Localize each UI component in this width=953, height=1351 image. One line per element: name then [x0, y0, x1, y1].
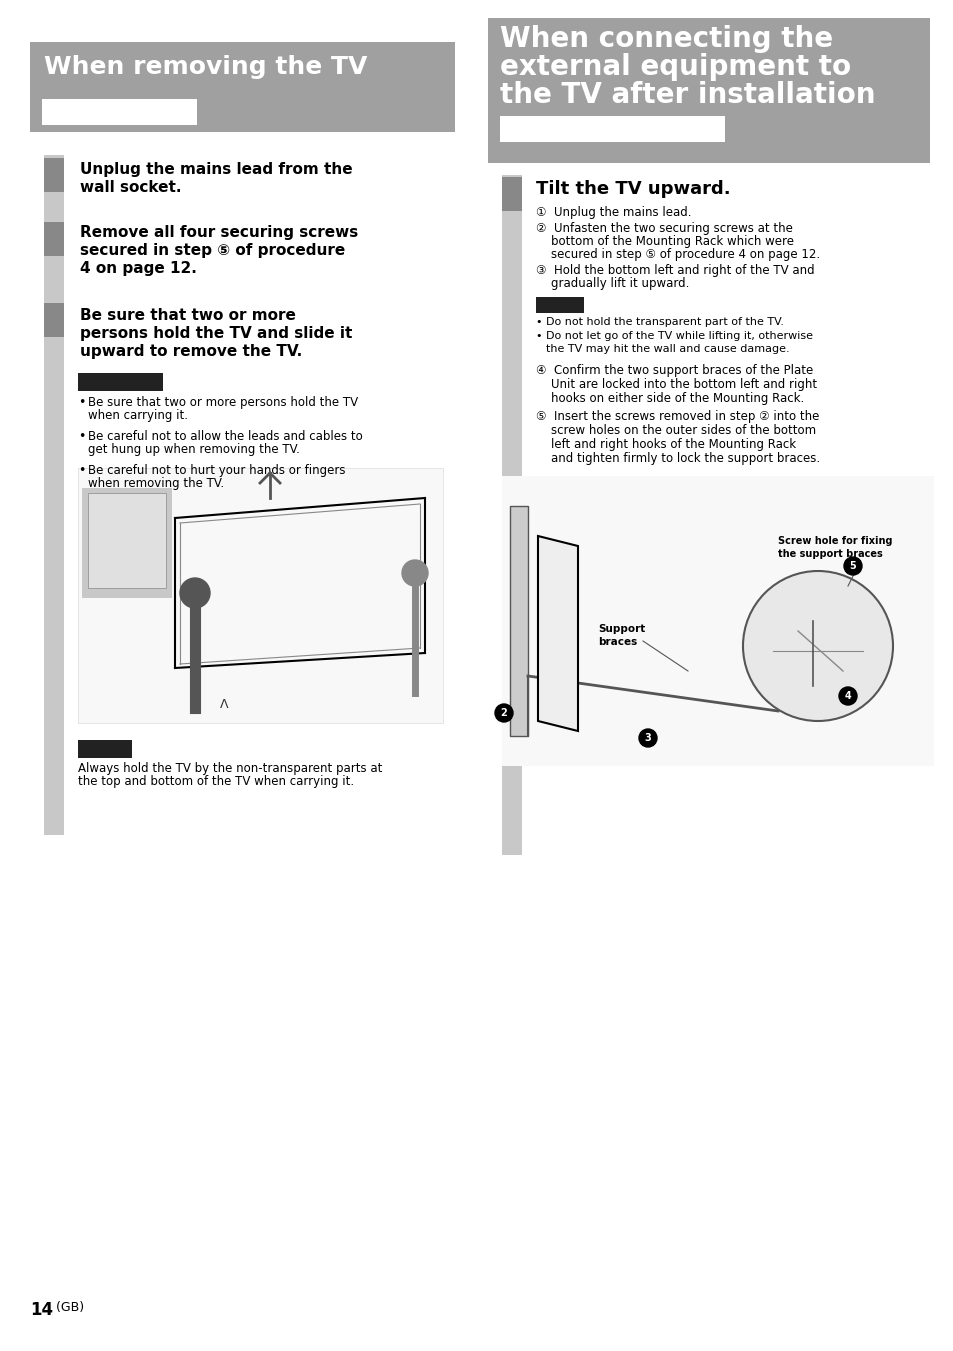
Text: 1: 1: [504, 182, 518, 203]
Text: 3: 3: [47, 308, 61, 328]
Text: •: •: [78, 430, 85, 443]
Text: get hung up when removing the TV.: get hung up when removing the TV.: [88, 443, 299, 457]
Bar: [82, 488, 172, 598]
Text: ④  Confirm the two support braces of the Plate: ④ Confirm the two support braces of the …: [536, 363, 812, 377]
Text: 3: 3: [644, 734, 651, 743]
Text: secured in step ⑤ of procedure 4 on page 12.: secured in step ⑤ of procedure 4 on page…: [536, 249, 820, 261]
Bar: [30, 42, 455, 132]
Text: ②  Unfasten the two securing screws at the: ② Unfasten the two securing screws at th…: [536, 222, 792, 235]
Text: braces: braces: [598, 638, 637, 647]
Text: •: •: [78, 463, 85, 477]
Text: Tilt the TV upward.: Tilt the TV upward.: [536, 180, 730, 199]
Text: When removing the TV: When removing the TV: [44, 55, 367, 78]
Bar: [510, 507, 527, 736]
Polygon shape: [537, 536, 578, 731]
Bar: [499, 116, 724, 142]
Text: 2: 2: [500, 708, 507, 717]
Text: •: •: [78, 396, 85, 409]
Text: Remove all four securing screws: Remove all four securing screws: [80, 226, 358, 240]
Circle shape: [843, 557, 862, 576]
Text: persons hold the TV and slide it: persons hold the TV and slide it: [80, 326, 352, 340]
Text: the TV may hit the wall and cause damage.: the TV may hit the wall and cause damage…: [545, 345, 789, 354]
Text: To Customers, Sony Dealers: To Customers, Sony Dealers: [503, 118, 700, 131]
Text: Be careful not to allow the leads and cables to: Be careful not to allow the leads and ca…: [88, 430, 362, 443]
Bar: [44, 155, 64, 835]
Text: screw holes on the outer sides of the bottom: screw holes on the outer sides of the bo…: [536, 424, 815, 436]
Text: upward to remove the TV.: upward to remove the TV.: [80, 345, 302, 359]
Text: Unplug the mains lead from the: Unplug the mains lead from the: [80, 162, 353, 177]
Text: 4 on page 12.: 4 on page 12.: [80, 261, 196, 276]
Bar: [88, 493, 166, 588]
Circle shape: [401, 561, 428, 586]
Text: (GB): (GB): [52, 1301, 84, 1315]
Text: the top and bottom of the TV when carrying it.: the top and bottom of the TV when carryi…: [78, 775, 354, 788]
Bar: [42, 99, 196, 126]
Circle shape: [742, 571, 892, 721]
Bar: [536, 297, 583, 313]
Text: • Do not let go of the TV while lifting it, otherwise: • Do not let go of the TV while lifting …: [536, 331, 812, 340]
Text: Screw hole for fixing: Screw hole for fixing: [778, 536, 892, 546]
Bar: [78, 467, 442, 723]
Text: Be sure that two or more persons hold the TV: Be sure that two or more persons hold th…: [88, 396, 357, 409]
Text: Λ: Λ: [220, 698, 229, 711]
Bar: [44, 222, 64, 255]
Text: Always hold the TV by the non-transparent parts at: Always hold the TV by the non-transparen…: [78, 762, 382, 775]
Text: external equipment to: external equipment to: [499, 53, 850, 81]
Text: and tighten firmly to lock the support braces.: and tighten firmly to lock the support b…: [536, 453, 820, 465]
Text: gradually lift it upward.: gradually lift it upward.: [536, 277, 689, 290]
Text: • Do not hold the transparent part of the TV.: • Do not hold the transparent part of th…: [536, 317, 783, 327]
Text: the TV after installation: the TV after installation: [499, 81, 875, 109]
Text: the support braces: the support braces: [778, 549, 882, 559]
Bar: [44, 303, 64, 336]
Circle shape: [180, 578, 210, 608]
Text: ①  Unplug the mains lead.: ① Unplug the mains lead.: [536, 205, 691, 219]
Bar: [510, 507, 527, 736]
Text: 14: 14: [30, 1301, 53, 1319]
Text: left and right hooks of the Mounting Rack: left and right hooks of the Mounting Rac…: [536, 438, 796, 451]
Text: 5: 5: [849, 561, 856, 571]
Text: Notes: Notes: [539, 299, 574, 308]
Text: Be careful not to hurt your hands or fingers: Be careful not to hurt your hands or fin…: [88, 463, 345, 477]
Text: Unit are locked into the bottom left and right: Unit are locked into the bottom left and…: [536, 378, 817, 390]
Circle shape: [838, 688, 856, 705]
Bar: [78, 740, 132, 758]
Text: when removing the TV.: when removing the TV.: [88, 477, 224, 490]
Text: secured in step ⑤ of procedure: secured in step ⑤ of procedure: [80, 243, 345, 258]
Text: ⑤  Insert the screws removed in step ② into the: ⑤ Insert the screws removed in step ② in…: [536, 409, 819, 423]
Text: Note: Note: [82, 740, 112, 751]
Bar: [78, 373, 163, 390]
Text: ③  Hold the bottom left and right of the TV and: ③ Hold the bottom left and right of the …: [536, 263, 814, 277]
Text: 1: 1: [47, 163, 61, 182]
Bar: [501, 176, 521, 855]
Text: Support: Support: [598, 624, 644, 634]
Bar: [501, 476, 933, 766]
Text: wall socket.: wall socket.: [80, 180, 181, 195]
Text: 4: 4: [843, 690, 850, 701]
Text: bottom of the Mounting Rack which were: bottom of the Mounting Rack which were: [536, 235, 793, 249]
Text: WARNING: WARNING: [82, 374, 142, 384]
Text: Be sure that two or more: Be sure that two or more: [80, 308, 295, 323]
Text: To Sony Dealers: To Sony Dealers: [46, 101, 158, 113]
Bar: [501, 177, 521, 211]
Text: When connecting the: When connecting the: [499, 26, 832, 53]
Bar: [44, 158, 64, 192]
Text: hooks on either side of the Mounting Rack.: hooks on either side of the Mounting Rac…: [536, 392, 803, 405]
Bar: [488, 18, 929, 163]
Text: when carrying it.: when carrying it.: [88, 409, 188, 422]
Circle shape: [495, 704, 513, 721]
Text: 2: 2: [47, 227, 61, 247]
Circle shape: [639, 730, 657, 747]
